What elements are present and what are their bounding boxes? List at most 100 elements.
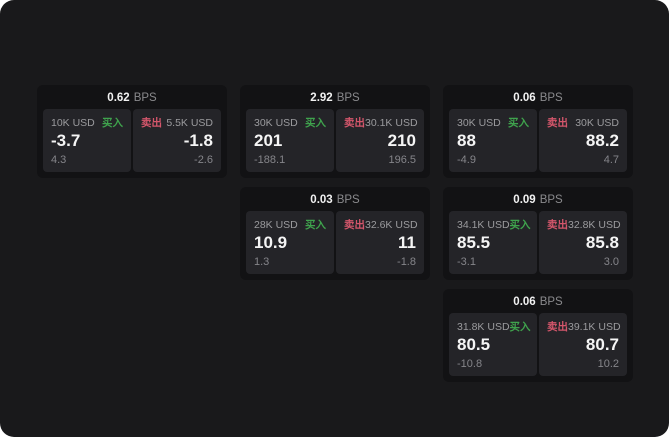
sell-panel-top: 卖出 32.6K USD — [344, 217, 418, 232]
bps-value: 0.06 — [513, 296, 536, 308]
buy-value: 80.5 — [457, 335, 491, 354]
sell-amount: 32.8K USD — [568, 218, 621, 231]
bps-header: 0.06 BPS — [443, 85, 633, 109]
buy-value: 88 — [457, 131, 476, 150]
bps-unit-label: BPS — [539, 296, 563, 308]
buy-panel-top: 31.8K USD 买入 — [457, 319, 531, 334]
bps-header: 0.06 BPS — [443, 289, 633, 313]
buy-panel[interactable]: 31.8K USD 买入 80.5 -10.8 — [449, 313, 537, 376]
quote-panels: 30K USD 买入 201 -188.1 卖出 30.1K USD 210 1… — [240, 109, 430, 178]
sell-panel[interactable]: 卖出 32.8K USD 85.8 3.0 — [539, 211, 627, 274]
sell-amount: 30.1K USD — [365, 116, 418, 129]
quote-card-4: 0.03 BPS 28K USD 买入 10.9 1.3 卖出 32.6K US… — [240, 187, 430, 280]
quote-card-3: 0.06 BPS 30K USD 买入 88 -4.9 卖出 30K USD — [443, 85, 633, 178]
buy-panel-top: 30K USD 买入 — [254, 115, 326, 130]
buy-panel[interactable]: 10K USD 买入 -3.7 4.3 — [43, 109, 131, 172]
buy-panel[interactable]: 28K USD 买入 10.9 1.3 — [246, 211, 334, 274]
sell-panel-top: 卖出 30K USD — [547, 115, 619, 130]
sell-value: -1.8 — [183, 131, 213, 150]
quote-card-5: 0.09 BPS 34.1K USD 买入 85.5 -3.1 卖出 32.8K… — [443, 187, 633, 280]
sell-amount: 32.6K USD — [365, 218, 418, 231]
quote-panels: 10K USD 买入 -3.7 4.3 卖出 5.5K USD -1.8 -2.… — [37, 109, 227, 178]
buy-panel[interactable]: 30K USD 买入 88 -4.9 — [449, 109, 537, 172]
bps-value: 0.09 — [513, 194, 536, 206]
sell-value: 85.8 — [585, 233, 619, 252]
bps-header: 0.03 BPS — [240, 187, 430, 211]
sell-side-label: 卖出 — [547, 321, 568, 333]
buy-side-label: 买入 — [508, 117, 529, 129]
sell-value: 210 — [387, 131, 416, 150]
sell-side-label: 卖出 — [141, 117, 162, 129]
bps-value: 0.03 — [310, 194, 333, 206]
buy-value: -3.7 — [51, 131, 81, 150]
buy-panel-top: 30K USD 买入 — [457, 115, 529, 130]
quote-card-6: 0.06 BPS 31.8K USD 买入 80.5 -10.8 卖出 39.1… — [443, 289, 633, 382]
quote-panels: 28K USD 买入 10.9 1.3 卖出 32.6K USD 11 -1.8 — [240, 211, 430, 280]
quote-card-grid: 0.62 BPS 10K USD 买入 -3.7 4.3 卖出 5.5K USD — [37, 85, 633, 382]
sell-delta: 10.2 — [597, 358, 619, 370]
sell-value: 88.2 — [585, 131, 619, 150]
buy-amount: 34.1K USD — [457, 218, 510, 231]
bps-value: 2.92 — [310, 92, 333, 104]
sell-amount: 39.1K USD — [568, 320, 621, 333]
bps-unit-label: BPS — [133, 92, 157, 104]
bps-unit-label: BPS — [539, 194, 563, 206]
sell-panel[interactable]: 卖出 32.6K USD 11 -1.8 — [336, 211, 424, 274]
buy-amount: 30K USD — [457, 116, 501, 129]
buy-side-label: 买入 — [305, 219, 326, 231]
sell-panel[interactable]: 卖出 5.5K USD -1.8 -2.6 — [133, 109, 221, 172]
buy-panel[interactable]: 30K USD 买入 201 -188.1 — [246, 109, 334, 172]
sell-amount: 5.5K USD — [166, 116, 213, 129]
quote-card-2: 2.92 BPS 30K USD 买入 201 -188.1 卖出 30.1K … — [240, 85, 430, 178]
sell-value: 80.7 — [585, 335, 619, 354]
buy-delta: 1.3 — [254, 256, 270, 268]
sell-delta: 3.0 — [603, 256, 619, 268]
bps-header: 0.62 BPS — [37, 85, 227, 109]
buy-side-label: 买入 — [305, 117, 326, 129]
bps-unit-label: BPS — [539, 92, 563, 104]
sell-value: 11 — [398, 233, 416, 252]
buy-amount: 28K USD — [254, 218, 298, 231]
buy-panel[interactable]: 34.1K USD 买入 85.5 -3.1 — [449, 211, 537, 274]
quote-panels: 30K USD 买入 88 -4.9 卖出 30K USD 88.2 4.7 — [443, 109, 633, 178]
bps-unit-label: BPS — [336, 92, 360, 104]
bps-header: 2.92 BPS — [240, 85, 430, 109]
buy-amount: 10K USD — [51, 116, 95, 129]
bps-unit-label: BPS — [336, 194, 360, 206]
sell-delta: 4.7 — [603, 154, 619, 166]
buy-delta: -4.9 — [457, 154, 476, 166]
sell-panel-top: 卖出 5.5K USD — [141, 115, 213, 130]
bps-value: 0.62 — [107, 92, 130, 104]
buy-side-label: 买入 — [102, 117, 123, 129]
buy-delta: -3.1 — [457, 256, 476, 268]
sell-side-label: 卖出 — [344, 219, 365, 231]
buy-amount: 31.8K USD — [457, 320, 510, 333]
sell-side-label: 卖出 — [547, 219, 568, 231]
buy-side-label: 买入 — [509, 219, 531, 231]
sell-panel[interactable]: 卖出 39.1K USD 80.7 10.2 — [539, 313, 627, 376]
buy-side-label: 买入 — [509, 321, 531, 333]
sell-panel[interactable]: 卖出 30.1K USD 210 196.5 — [336, 109, 424, 172]
sell-delta: -2.6 — [194, 154, 213, 166]
sell-panel-top: 卖出 32.8K USD — [547, 217, 621, 232]
sell-panel-top: 卖出 39.1K USD — [547, 319, 621, 334]
bps-value: 0.06 — [513, 92, 536, 104]
quote-panels: 34.1K USD 买入 85.5 -3.1 卖出 32.8K USD 85.8… — [443, 211, 633, 280]
buy-delta: -10.8 — [457, 358, 483, 370]
sell-delta: 196.5 — [388, 154, 416, 166]
buy-panel-top: 10K USD 买入 — [51, 115, 123, 130]
sell-side-label: 卖出 — [547, 117, 568, 129]
sell-amount: 30K USD — [575, 116, 619, 129]
bps-header: 0.09 BPS — [443, 187, 633, 211]
quote-panels: 31.8K USD 买入 80.5 -10.8 卖出 39.1K USD 80.… — [443, 313, 633, 382]
buy-delta: 4.3 — [51, 154, 67, 166]
quote-card-1: 0.62 BPS 10K USD 买入 -3.7 4.3 卖出 5.5K USD — [37, 85, 227, 178]
sell-delta: -1.8 — [397, 256, 416, 268]
sell-panel[interactable]: 卖出 30K USD 88.2 4.7 — [539, 109, 627, 172]
buy-delta: -188.1 — [254, 154, 286, 166]
buy-value: 201 — [254, 131, 283, 150]
buy-value: 85.5 — [457, 233, 491, 252]
buy-panel-top: 28K USD 买入 — [254, 217, 326, 232]
buy-panel-top: 34.1K USD 买入 — [457, 217, 531, 232]
